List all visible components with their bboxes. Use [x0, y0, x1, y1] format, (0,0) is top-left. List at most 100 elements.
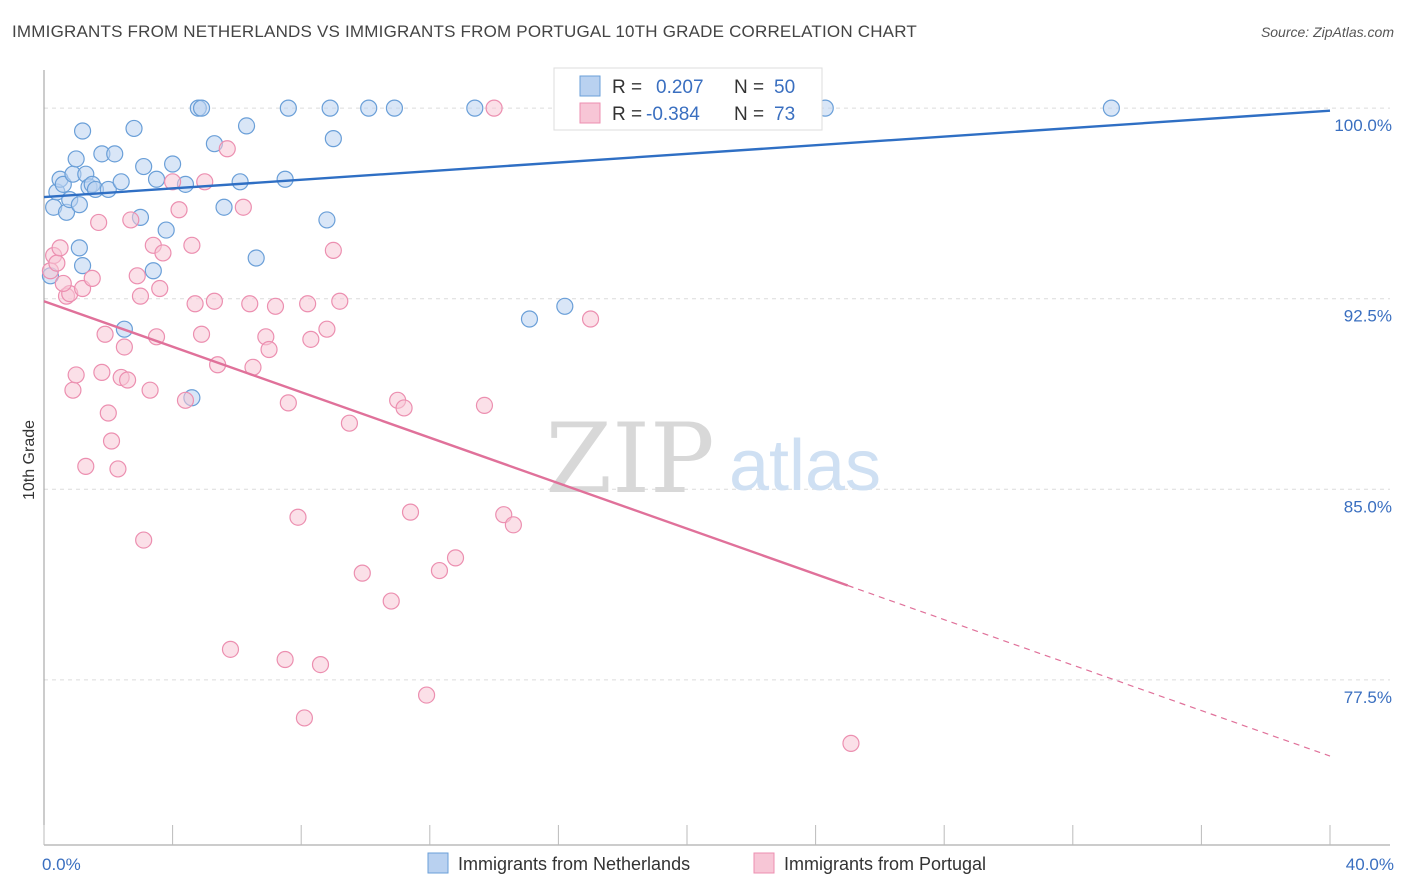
point-s0-21 — [164, 155, 182, 173]
point-s0-41 — [144, 262, 162, 280]
legend-swatch-netherlands-bottom — [427, 852, 449, 874]
x-tick-label-0: 0.0% — [42, 855, 81, 874]
y-tick-label-1: 92.5% — [1344, 307, 1392, 326]
point-s1-56 — [340, 414, 359, 432]
y-tick-label-0: 100.0% — [1334, 116, 1392, 135]
legend-r-label-2: R = — [612, 104, 642, 125]
point-s0-27 — [231, 173, 249, 191]
tick-labels: 100.0% 92.5% 85.0% 77.5% 0.0% 40.0% — [42, 116, 1394, 874]
legend-n-label-2: N = — [734, 104, 764, 125]
point-s1-13 — [96, 325, 114, 343]
point-s1-14 — [99, 404, 117, 422]
point-s1-10 — [83, 269, 101, 287]
point-s0-46 — [556, 297, 574, 315]
y-tick-label-2: 85.0% — [1344, 497, 1392, 516]
point-s1-67 — [504, 516, 522, 534]
legend-swatch-portugal — [579, 102, 601, 124]
point-s0-29 — [276, 170, 294, 188]
point-s1-15 — [102, 432, 121, 450]
legend-n-label-1: N = — [734, 77, 764, 98]
watermark-zip: ZIP — [545, 403, 714, 515]
point-s1-72 — [54, 274, 72, 293]
point-s1-7 — [67, 366, 85, 384]
point-s1-21 — [128, 267, 146, 285]
y-tick-label-3: 77.5% — [1344, 688, 1392, 707]
chart-source: Source: ZipAtlas.com — [1260, 24, 1394, 40]
point-s0-18 — [125, 119, 143, 138]
legend-r-value-2: -0.384 — [646, 104, 700, 125]
legend-swatch-portugal-bottom — [753, 852, 775, 874]
point-s0-9 — [73, 122, 92, 140]
legend-series-portugal: Immigrants from Portugal — [784, 854, 986, 874]
point-s1-34 — [192, 325, 211, 343]
point-s1-54 — [324, 241, 342, 260]
point-s1-51 — [302, 330, 320, 348]
point-s1-18 — [115, 338, 133, 356]
point-s1-20 — [122, 211, 140, 229]
point-s0-38 — [70, 239, 88, 257]
legend-swatch-netherlands — [579, 75, 601, 97]
point-s0-17 — [112, 173, 130, 191]
trend-lines — [43, 109, 1331, 757]
point-s0-35 — [466, 99, 484, 117]
point-s1-46 — [276, 650, 294, 669]
data-points — [41, 99, 1120, 752]
point-s1-41 — [241, 295, 259, 313]
legend-n-value-2: 73 — [774, 104, 795, 125]
legend-r-value-1: 0.207 — [656, 77, 704, 98]
point-s1-64 — [446, 549, 465, 567]
point-s1-58 — [382, 592, 400, 610]
stats-legend: R = 0.207 N = 50 R = -0.384 N = 73 — [553, 67, 823, 131]
point-s0-33 — [360, 99, 378, 117]
point-s1-70 — [485, 99, 503, 117]
x-tick-label-1: 40.0% — [1346, 855, 1394, 874]
point-s1-50 — [299, 295, 317, 313]
point-s0-34 — [385, 99, 404, 117]
point-s0-8 — [70, 196, 88, 214]
point-s0-44 — [318, 211, 336, 229]
point-s1-48 — [289, 508, 307, 526]
point-s1-57 — [353, 564, 371, 582]
trend-line-1 — [43, 300, 849, 587]
watermark-atlas: atlas — [729, 426, 881, 506]
point-s0-31 — [321, 99, 339, 117]
point-s1-9 — [77, 457, 95, 475]
point-s0-7 — [67, 150, 85, 168]
series-legend: Immigrants from Netherlands Immigrants f… — [427, 852, 986, 874]
legend-series-netherlands: Immigrants from Netherlands — [458, 854, 690, 874]
point-s0-26 — [215, 198, 233, 216]
point-s1-49 — [295, 709, 314, 727]
point-s1-24 — [141, 381, 159, 399]
gridlines — [44, 107, 1390, 681]
point-s1-11 — [90, 213, 108, 232]
chart-title: IMMIGRANTS FROM NETHERLANDS VS IMMIGRANT… — [12, 22, 917, 41]
point-s1-61 — [401, 503, 420, 521]
axes — [43, 70, 1390, 846]
point-s1-27 — [151, 279, 169, 298]
point-s1-30 — [170, 201, 188, 219]
point-s1-19 — [118, 371, 137, 389]
point-s1-33 — [186, 295, 204, 313]
point-s1-12 — [93, 363, 111, 381]
point-s0-20 — [147, 170, 166, 188]
point-s1-53 — [318, 320, 336, 338]
point-s0-24 — [192, 99, 211, 117]
watermark: ZIP atlas — [545, 403, 881, 515]
point-s1-6 — [64, 381, 82, 399]
point-s1-40 — [234, 198, 252, 216]
point-s1-68 — [581, 310, 600, 328]
point-s1-38 — [218, 140, 236, 158]
point-s1-39 — [221, 640, 240, 658]
point-s0-42 — [157, 221, 175, 239]
point-s0-39 — [73, 257, 92, 275]
point-s1-3 — [51, 239, 69, 257]
point-s1-47 — [279, 394, 297, 412]
point-s0-43 — [247, 249, 265, 267]
point-s1-45 — [266, 297, 285, 315]
legend-n-value-1: 50 — [774, 77, 795, 98]
point-s1-60 — [395, 399, 413, 417]
legend-r-label-1: R = — [612, 77, 642, 98]
point-s0-45 — [520, 310, 539, 328]
point-s1-31 — [176, 391, 195, 409]
y-axis-label: 10th Grade — [21, 420, 38, 500]
